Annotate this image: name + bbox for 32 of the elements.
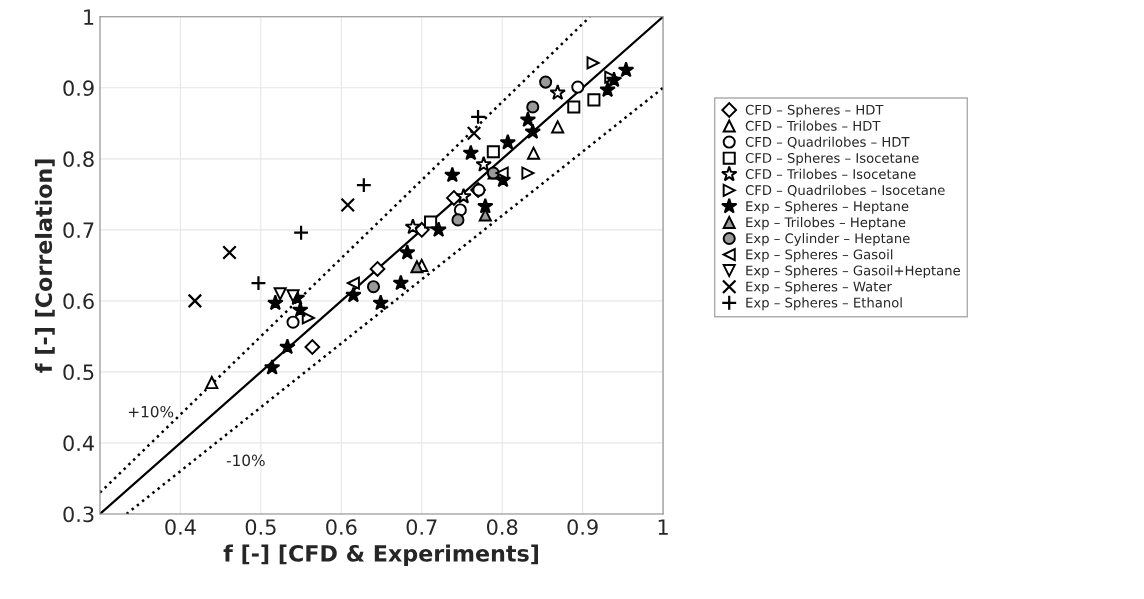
y-tick-label: 0.8 <box>63 151 94 168</box>
legend-label: Exp – Cylinder – Heptane <box>746 233 910 246</box>
x-tick-label: 1 <box>658 519 668 535</box>
y-axis-title: f [-] [Correlation] <box>34 159 55 373</box>
legend-label: Exp – Spheres – Gasoil+Heptane <box>746 265 960 278</box>
y-tick-label: 0.4 <box>63 435 94 452</box>
y-tick-label: 0.9 <box>63 80 94 97</box>
x-tick-label: 0.4 <box>165 519 196 535</box>
x-tick-label: 0.8 <box>486 519 518 535</box>
y-tick-label: 0.7 <box>63 222 94 239</box>
x-tick-label: 0.5 <box>245 519 276 535</box>
annotation: +10% <box>128 405 174 418</box>
legend-label: CFD – Spheres – HDT <box>745 104 884 118</box>
legend-label: Exp – Spheres – Ethanol <box>746 297 902 311</box>
legend-label: Exp – Spheres – Water <box>746 281 892 295</box>
y-tick-label: 0.6 <box>63 293 94 310</box>
legend-label: CFD – Quadrilobes – Isocetane <box>745 184 945 197</box>
legend-label: CFD – Trilobes – HDT <box>745 120 881 131</box>
legend-label: Exp – Trilobes – Heptane <box>746 217 906 230</box>
legend-label: CFD – Trilobes – Isocetane <box>745 168 916 180</box>
x-tick-label: 0.7 <box>406 519 437 535</box>
y-tick-label: 0.3 <box>63 506 94 523</box>
x-tick-label: 0.9 <box>567 519 598 535</box>
legend-label: CFD – Quadrilobes – HDT <box>745 136 910 149</box>
legend-label: Exp – Spheres – Heptane <box>746 200 909 214</box>
y-tick-label: 0.5 <box>63 364 94 381</box>
legend-label: CFD – Spheres – Isocetane <box>745 152 919 166</box>
x-tick-label: 0.6 <box>326 519 357 535</box>
annotation: -10% <box>226 454 265 467</box>
legend-label: Exp – Spheres – Gasoil <box>746 249 893 262</box>
y-tick-label: 1 <box>84 9 94 25</box>
x-axis-title: f [-] [CFD & Experiments] <box>223 544 538 567</box>
